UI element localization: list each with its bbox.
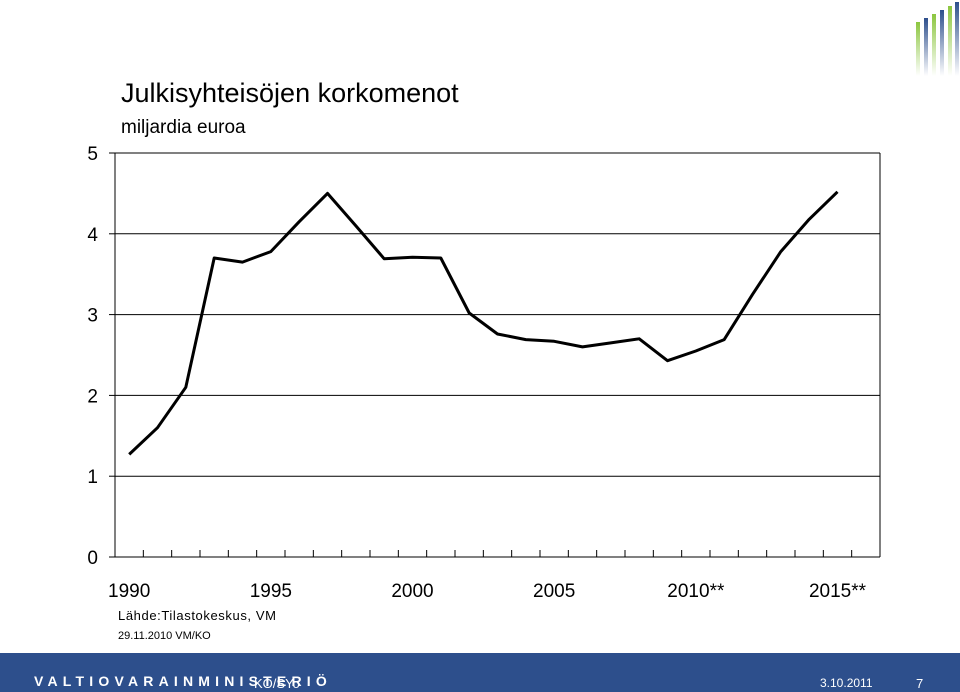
x-tick-label: 2010** <box>667 581 725 602</box>
y-tick-label: 4 <box>87 225 98 246</box>
source-note: Lähde:Tilastokeskus, VM <box>118 608 277 623</box>
axes <box>109 152 881 558</box>
x-tick-label: 1995 <box>250 581 292 602</box>
y-tick-label: 2 <box>87 386 98 407</box>
bar-stripes-logo-icon <box>916 2 959 76</box>
x-tick-label: 2000 <box>391 581 433 602</box>
x-tick-label: 1990 <box>108 581 150 602</box>
page-number: 7 <box>916 676 924 691</box>
chart-subtitle: miljardia euroa <box>121 117 246 138</box>
chart-title: Julkisyhteisöjen korkomenot <box>121 78 459 108</box>
footer-code: KO/SYo <box>254 676 300 691</box>
organization-name: VALTIOVARAINMINISTERIÖ <box>34 673 332 689</box>
date-note: 29.11.2010 VM/KO <box>118 630 211 642</box>
y-tick-label: 3 <box>87 306 98 327</box>
footer-bar: VALTIOVARAINMINISTERIÖ KO/SYo 3.10.2011 … <box>0 653 960 692</box>
series <box>128 190 839 456</box>
y-tick-label: 0 <box>87 548 98 569</box>
y-tick-label: 1 <box>87 467 98 488</box>
x-tick-label: 2005 <box>533 581 575 602</box>
x-tick-label: 2015** <box>809 581 867 602</box>
footer-date: 3.10.2011 <box>820 676 873 690</box>
tick-labels: 0 1 2 3 4 5 1990 1995 2000 2005 2010** 2015** <box>87 144 866 602</box>
y-tick-label: 5 <box>87 144 98 165</box>
gridlines <box>115 233 880 477</box>
series-line <box>128 190 839 456</box>
